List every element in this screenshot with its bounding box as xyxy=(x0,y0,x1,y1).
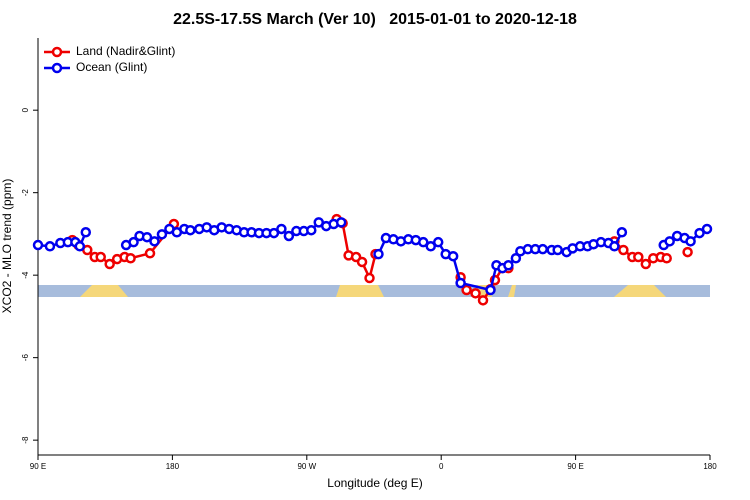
x-tick-label: 0 xyxy=(439,462,444,471)
data-point xyxy=(125,253,136,264)
data-point xyxy=(461,284,472,296)
data-point xyxy=(694,227,705,239)
data-point xyxy=(477,295,489,306)
data-point xyxy=(364,272,375,284)
y-tick-label: -4 xyxy=(21,271,30,279)
surface-strip xyxy=(38,285,710,297)
data-point xyxy=(510,253,522,264)
data-point xyxy=(418,236,429,248)
data-point xyxy=(455,277,466,289)
data-point xyxy=(276,223,287,235)
data-point xyxy=(95,251,106,263)
data-point xyxy=(104,258,115,270)
data-point xyxy=(149,236,160,247)
data-point xyxy=(44,241,56,252)
data-point xyxy=(128,236,139,248)
y-tick-label: -2 xyxy=(21,189,30,197)
data-point xyxy=(682,246,693,258)
data-point xyxy=(485,284,496,296)
x-tick-label: 90 E xyxy=(30,462,46,471)
data-point xyxy=(685,236,696,247)
legend-label: Land (Nadir&Glint) xyxy=(76,44,175,58)
data-point xyxy=(144,248,156,259)
legend-label: Ocean (Glint) xyxy=(76,60,147,74)
data-point xyxy=(80,227,92,238)
data-point xyxy=(503,260,514,271)
data-point xyxy=(701,223,713,235)
legend-marker xyxy=(51,46,63,58)
y-tick-label: -8 xyxy=(21,436,30,444)
data-point xyxy=(306,224,317,236)
data-point xyxy=(609,241,620,252)
data-point xyxy=(552,244,563,256)
data-point xyxy=(185,224,196,236)
x-tick-label: 180 xyxy=(703,462,717,471)
y-tick-label: -6 xyxy=(21,354,30,362)
data-point xyxy=(537,243,548,255)
x-tick-label: 90 W xyxy=(297,462,316,471)
data-point xyxy=(373,248,384,260)
data-point xyxy=(356,256,368,268)
y-axis-label: XCO2 - MLO trend (ppm) xyxy=(0,179,14,314)
data-point xyxy=(616,227,628,238)
data-point xyxy=(283,230,295,242)
data-point xyxy=(664,236,675,247)
data-point xyxy=(156,229,168,240)
y-tick-label: 0 xyxy=(21,107,30,112)
legend-marker xyxy=(51,62,63,74)
data-point xyxy=(618,244,629,256)
data-point xyxy=(141,231,153,243)
data-point xyxy=(335,217,347,228)
x-tick-label: 90 E xyxy=(567,462,583,471)
data-point xyxy=(425,241,436,252)
data-point xyxy=(640,258,652,270)
chart-title: 22.5S-17.5S March (Ver 10) 2015-01-01 to… xyxy=(173,11,577,28)
data-point xyxy=(447,250,459,262)
data-point xyxy=(661,253,672,264)
data-point xyxy=(74,241,86,252)
data-point xyxy=(470,288,481,299)
data-point xyxy=(32,239,44,251)
data-point xyxy=(432,236,444,248)
data-point xyxy=(633,251,644,263)
x-tick-label: 180 xyxy=(166,462,180,471)
x-axis-label: Longitude (deg E) xyxy=(327,476,422,490)
data-point xyxy=(268,227,280,239)
